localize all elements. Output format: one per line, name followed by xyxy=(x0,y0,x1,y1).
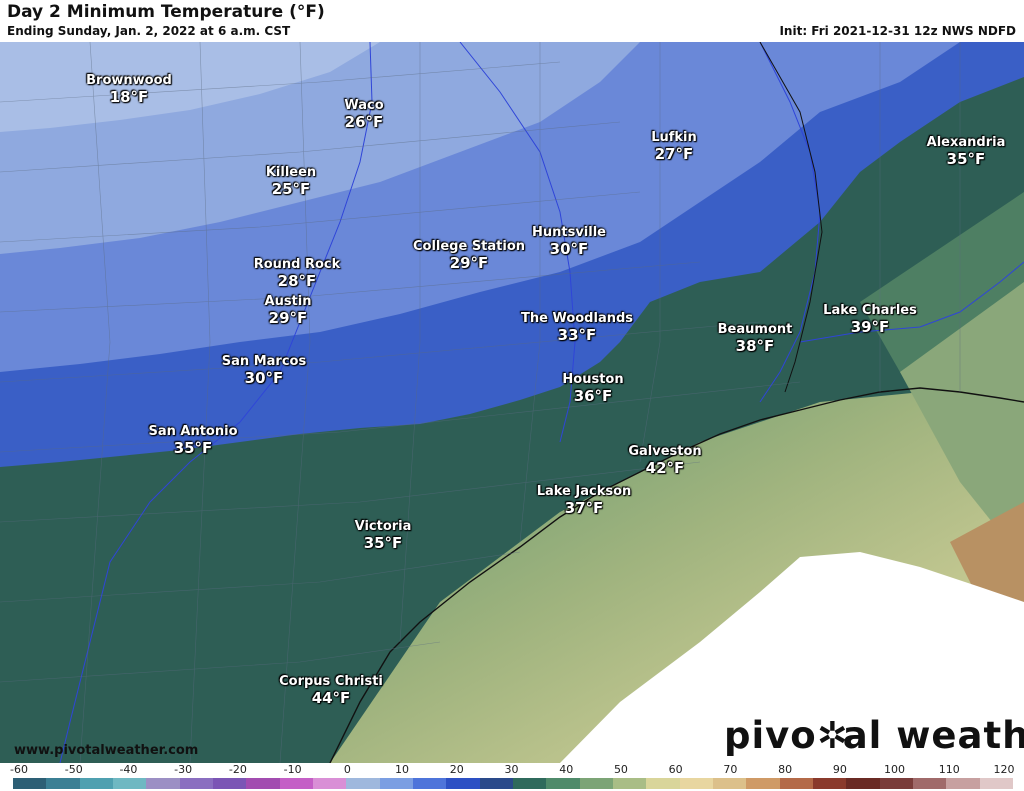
temperature-field xyxy=(0,42,1024,763)
city-killeen: Killeen 25°F xyxy=(265,165,317,198)
color-swatch xyxy=(212,778,247,789)
city-beaumont: Beaumont 38°F xyxy=(717,322,793,355)
city-the-woodlands: The Woodlands 33°F xyxy=(520,311,634,344)
scale-tick-label: 60 xyxy=(668,763,683,776)
river xyxy=(59,42,373,763)
color-swatch xyxy=(246,778,280,789)
color-swatch xyxy=(179,778,213,789)
city-huntsville: Huntsville 30°F xyxy=(531,225,607,258)
warm-corner xyxy=(950,502,1024,602)
scale-tick-label: -30 xyxy=(174,763,193,776)
city-galveston: Galveston 42°F xyxy=(628,444,702,477)
scale-tick-label: 80 xyxy=(778,763,793,776)
color-swatch xyxy=(646,778,680,789)
city-college-station: College Station 29°F xyxy=(412,239,526,272)
color-swatch xyxy=(446,778,480,789)
scale-tick-label: 10 xyxy=(395,763,410,776)
scale-tick-label: 0 xyxy=(343,763,351,776)
color-swatch xyxy=(346,778,380,789)
city-victoria: Victoria 35°F xyxy=(354,519,412,552)
river xyxy=(799,261,1024,343)
color-swatch xyxy=(746,778,780,789)
scale-tick-label: 110 xyxy=(938,763,960,776)
website-url: www.pivotalweather.com xyxy=(14,743,199,758)
color-swatch xyxy=(479,778,513,789)
city-san-antonio: San Antonio 35°F xyxy=(148,424,238,457)
coldest-core xyxy=(0,42,380,132)
color-swatch xyxy=(312,778,347,789)
pivotal-weather-logo: pivo✲al weather xyxy=(724,714,1024,757)
river xyxy=(459,42,576,443)
city-corpus-christi: Corpus Christi 44°F xyxy=(279,674,383,707)
city-waco: Waco 26°F xyxy=(344,98,384,131)
header: Day 2 Minimum Temperature (°F) Ending Su… xyxy=(0,0,1024,42)
color-swatch xyxy=(412,778,447,789)
county-lines xyxy=(0,42,961,763)
city-san-marcos: San Marcos 30°F xyxy=(221,354,307,387)
color-swatch xyxy=(812,778,847,789)
color-swatch xyxy=(612,778,647,789)
color-swatch xyxy=(112,778,147,789)
color-swatch xyxy=(912,778,947,789)
city-lake-jackson: Lake Jackson 37°F xyxy=(536,484,632,517)
color-swatch xyxy=(79,778,113,789)
city-austin: Austin 29°F xyxy=(264,294,312,327)
city-alexandria: Alexandria 35°F xyxy=(926,135,1006,168)
color-swatch xyxy=(13,778,47,789)
init-label: Init: Fri 2021-12-31 12z NWS NDFD xyxy=(779,24,1016,38)
temperature-map: Brownwood 18°F Waco 26°F Killeen 25°F Round… xyxy=(0,42,1024,763)
map-subtitle: Ending Sunday, Jan. 2, 2022 at 6 a.m. CS… xyxy=(7,24,291,38)
color-swatch xyxy=(379,778,413,789)
color-swatch xyxy=(546,778,580,789)
scale-tick-label: -50 xyxy=(64,763,83,776)
city-round-rock: Round Rock 28°F xyxy=(253,257,341,290)
city-lufkin: Lufkin 27°F xyxy=(651,130,697,163)
scale-tick-label: -20 xyxy=(228,763,247,776)
color-swatch xyxy=(846,778,880,789)
scale-tick-label: 50 xyxy=(613,763,628,776)
city-houston: Houston 36°F xyxy=(562,372,624,405)
color-scale: -60 -50 -40 -30 -20 -10 0 10 20 30 40 50 60 70 80 90 100… xyxy=(0,763,1024,791)
no-data-region xyxy=(560,552,1024,763)
scale-tick-label: -60 xyxy=(10,763,28,776)
louisiana-warm-band xyxy=(900,282,1024,562)
color-swatch xyxy=(879,778,913,789)
color-swatch xyxy=(946,778,980,789)
city-brownwood: Brownwood 18°F xyxy=(86,73,172,106)
color-swatch xyxy=(46,778,80,789)
color-swatch xyxy=(779,778,813,789)
color-swatch xyxy=(512,778,547,789)
scale-tick-label: -10 xyxy=(283,763,302,776)
color-bar xyxy=(13,778,1013,789)
state-border xyxy=(759,42,823,393)
scale-tick-label: 30 xyxy=(504,763,519,776)
scale-tick-label: 70 xyxy=(723,763,738,776)
map-title: Day 2 Minimum Temperature (°F) xyxy=(7,2,325,22)
scale-tick-label: 100 xyxy=(884,763,906,776)
scale-tick-label: 40 xyxy=(559,763,574,776)
river xyxy=(759,42,821,403)
scale-tick-label: 20 xyxy=(449,763,464,776)
scale-tick-label: 90 xyxy=(832,763,847,776)
color-swatch xyxy=(979,778,1013,789)
gear-icon: ✲ xyxy=(816,714,849,757)
color-swatch xyxy=(712,778,747,789)
color-swatch xyxy=(146,778,180,789)
scale-tick-label: 120 xyxy=(993,763,1015,776)
color-swatch xyxy=(279,778,313,789)
color-swatch xyxy=(579,778,613,789)
coastline xyxy=(329,387,1024,763)
color-swatch xyxy=(679,778,713,789)
city-lake-charles: Lake Charles 39°F xyxy=(823,303,917,336)
scale-tick-label: -40 xyxy=(119,763,138,776)
